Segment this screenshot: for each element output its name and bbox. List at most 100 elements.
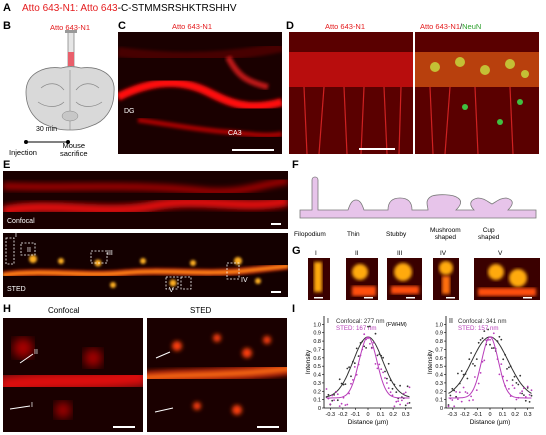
data-point-confocal (489, 343, 491, 346)
data-point-sted (481, 360, 484, 363)
data-point-confocal (481, 337, 484, 340)
data-point-sted (372, 341, 375, 344)
data-point-sted (348, 392, 350, 395)
data-point-sted (395, 400, 398, 403)
data-point-confocal (395, 391, 398, 393)
x-tick-label: -0.3 (448, 412, 457, 418)
d-scale-bar (359, 148, 395, 150)
e-roi-iv: IV (241, 277, 248, 284)
data-point-sted (511, 384, 514, 387)
data-point-confocal (338, 378, 341, 381)
fit-line-sted (448, 336, 532, 399)
legend-confocal: Confocal: 341 nm (458, 318, 507, 325)
data-point-sted (453, 405, 456, 408)
legend-confocal: Confocal: 277 nm (336, 318, 385, 325)
y-tick-label: 0.3 (313, 381, 321, 387)
x-tick-label: 0 (488, 412, 491, 418)
data-point-sted (458, 391, 461, 394)
e-confocal-image: Confocal (3, 171, 288, 229)
y-tick-label: 0.8 (435, 339, 443, 345)
x-tick-label: 0.3 (402, 412, 410, 418)
g-label-iii: III (397, 250, 403, 257)
data-point-sted (380, 368, 383, 371)
data-point-sted (457, 398, 459, 400)
data-point-sted (528, 393, 531, 396)
h-confocal-image: II I (3, 318, 143, 432)
data-point-confocal (336, 399, 339, 402)
data-point-confocal (391, 387, 394, 390)
data-point-sted (502, 375, 505, 378)
data-point-sted (479, 372, 482, 374)
h-confocal-scale (113, 426, 135, 428)
data-point-sted (408, 386, 411, 389)
data-point-sted (331, 394, 334, 397)
data-point-confocal (511, 379, 514, 381)
data-point-confocal (506, 368, 508, 370)
spine-crops (308, 258, 540, 300)
data-point-confocal (468, 358, 471, 361)
data-point-confocal (367, 325, 369, 328)
data-point-sted (338, 405, 341, 407)
y-tick-label: 0.5 (313, 364, 321, 370)
g-label-i: I (315, 250, 317, 257)
d-image-atto (289, 32, 413, 154)
hippocampus-fluorescence (118, 32, 282, 154)
y-axis-label: Intensity (305, 349, 312, 374)
e-confocal-scale (271, 223, 281, 225)
data-point-sted (386, 382, 388, 384)
e-roi-iii: III (107, 250, 113, 257)
data-point-confocal (384, 370, 386, 373)
f-type-stubby: Stubby (386, 231, 407, 238)
data-point-confocal (333, 394, 335, 396)
data-point-sted (472, 399, 474, 401)
data-point-sted (500, 363, 503, 365)
y-tick-label: 0.4 (313, 373, 321, 379)
data-point-sted (346, 403, 349, 406)
data-point-confocal (528, 401, 531, 403)
data-point-sted (353, 366, 356, 368)
data-point-confocal (508, 366, 510, 369)
y-axis-label: Intensity (427, 349, 434, 374)
chart-panel-label: I (327, 318, 329, 325)
data-point-confocal (517, 383, 520, 386)
data-point-sted (329, 403, 332, 405)
data-point-confocal (406, 385, 409, 388)
data-point-sted (393, 405, 396, 408)
e-sted-scale (271, 291, 281, 293)
x-tick-label: 0.2 (389, 412, 397, 418)
y-tick-label: 0.2 (313, 389, 321, 395)
data-point-sted (489, 338, 491, 341)
data-point-sted (391, 394, 394, 397)
data-point-sted (498, 373, 501, 376)
data-point-confocal (449, 394, 452, 397)
y-tick-label: 0.1 (313, 398, 321, 404)
b-sacrifice-label: Mouse sacrifice (60, 141, 88, 158)
y-tick-label: 0.6 (313, 356, 321, 362)
data-point-sted (374, 363, 377, 365)
data-point-sted (397, 400, 400, 402)
spine-types-diagram (299, 176, 537, 219)
y-tick-label: 0.7 (313, 347, 321, 353)
legend-fwhm: (FWHM) (386, 322, 407, 328)
g-label-v: V (498, 250, 503, 257)
c-scale-bar (232, 149, 274, 151)
data-point-confocal (470, 352, 472, 354)
data-point-confocal (475, 358, 478, 360)
data-point-sted (477, 382, 480, 385)
x-tick-label: -0.1 (473, 412, 482, 418)
c-dg-label: DG (124, 108, 135, 115)
panel-label-g: G (292, 245, 301, 257)
data-point-confocal (363, 345, 366, 348)
data-point-confocal (483, 330, 486, 332)
data-point-confocal (355, 347, 358, 350)
data-point-confocal (447, 404, 450, 406)
data-point-sted (335, 390, 337, 393)
g-label-ii: II (355, 250, 359, 257)
e-roi-i: I (15, 233, 17, 239)
y-tick-label: 0 (318, 406, 321, 412)
y-tick-label: 0.7 (435, 347, 443, 353)
data-point-sted (399, 403, 401, 406)
data-point-sted (370, 347, 373, 350)
data-point-sted (451, 399, 454, 401)
data-point-sted (460, 400, 463, 403)
